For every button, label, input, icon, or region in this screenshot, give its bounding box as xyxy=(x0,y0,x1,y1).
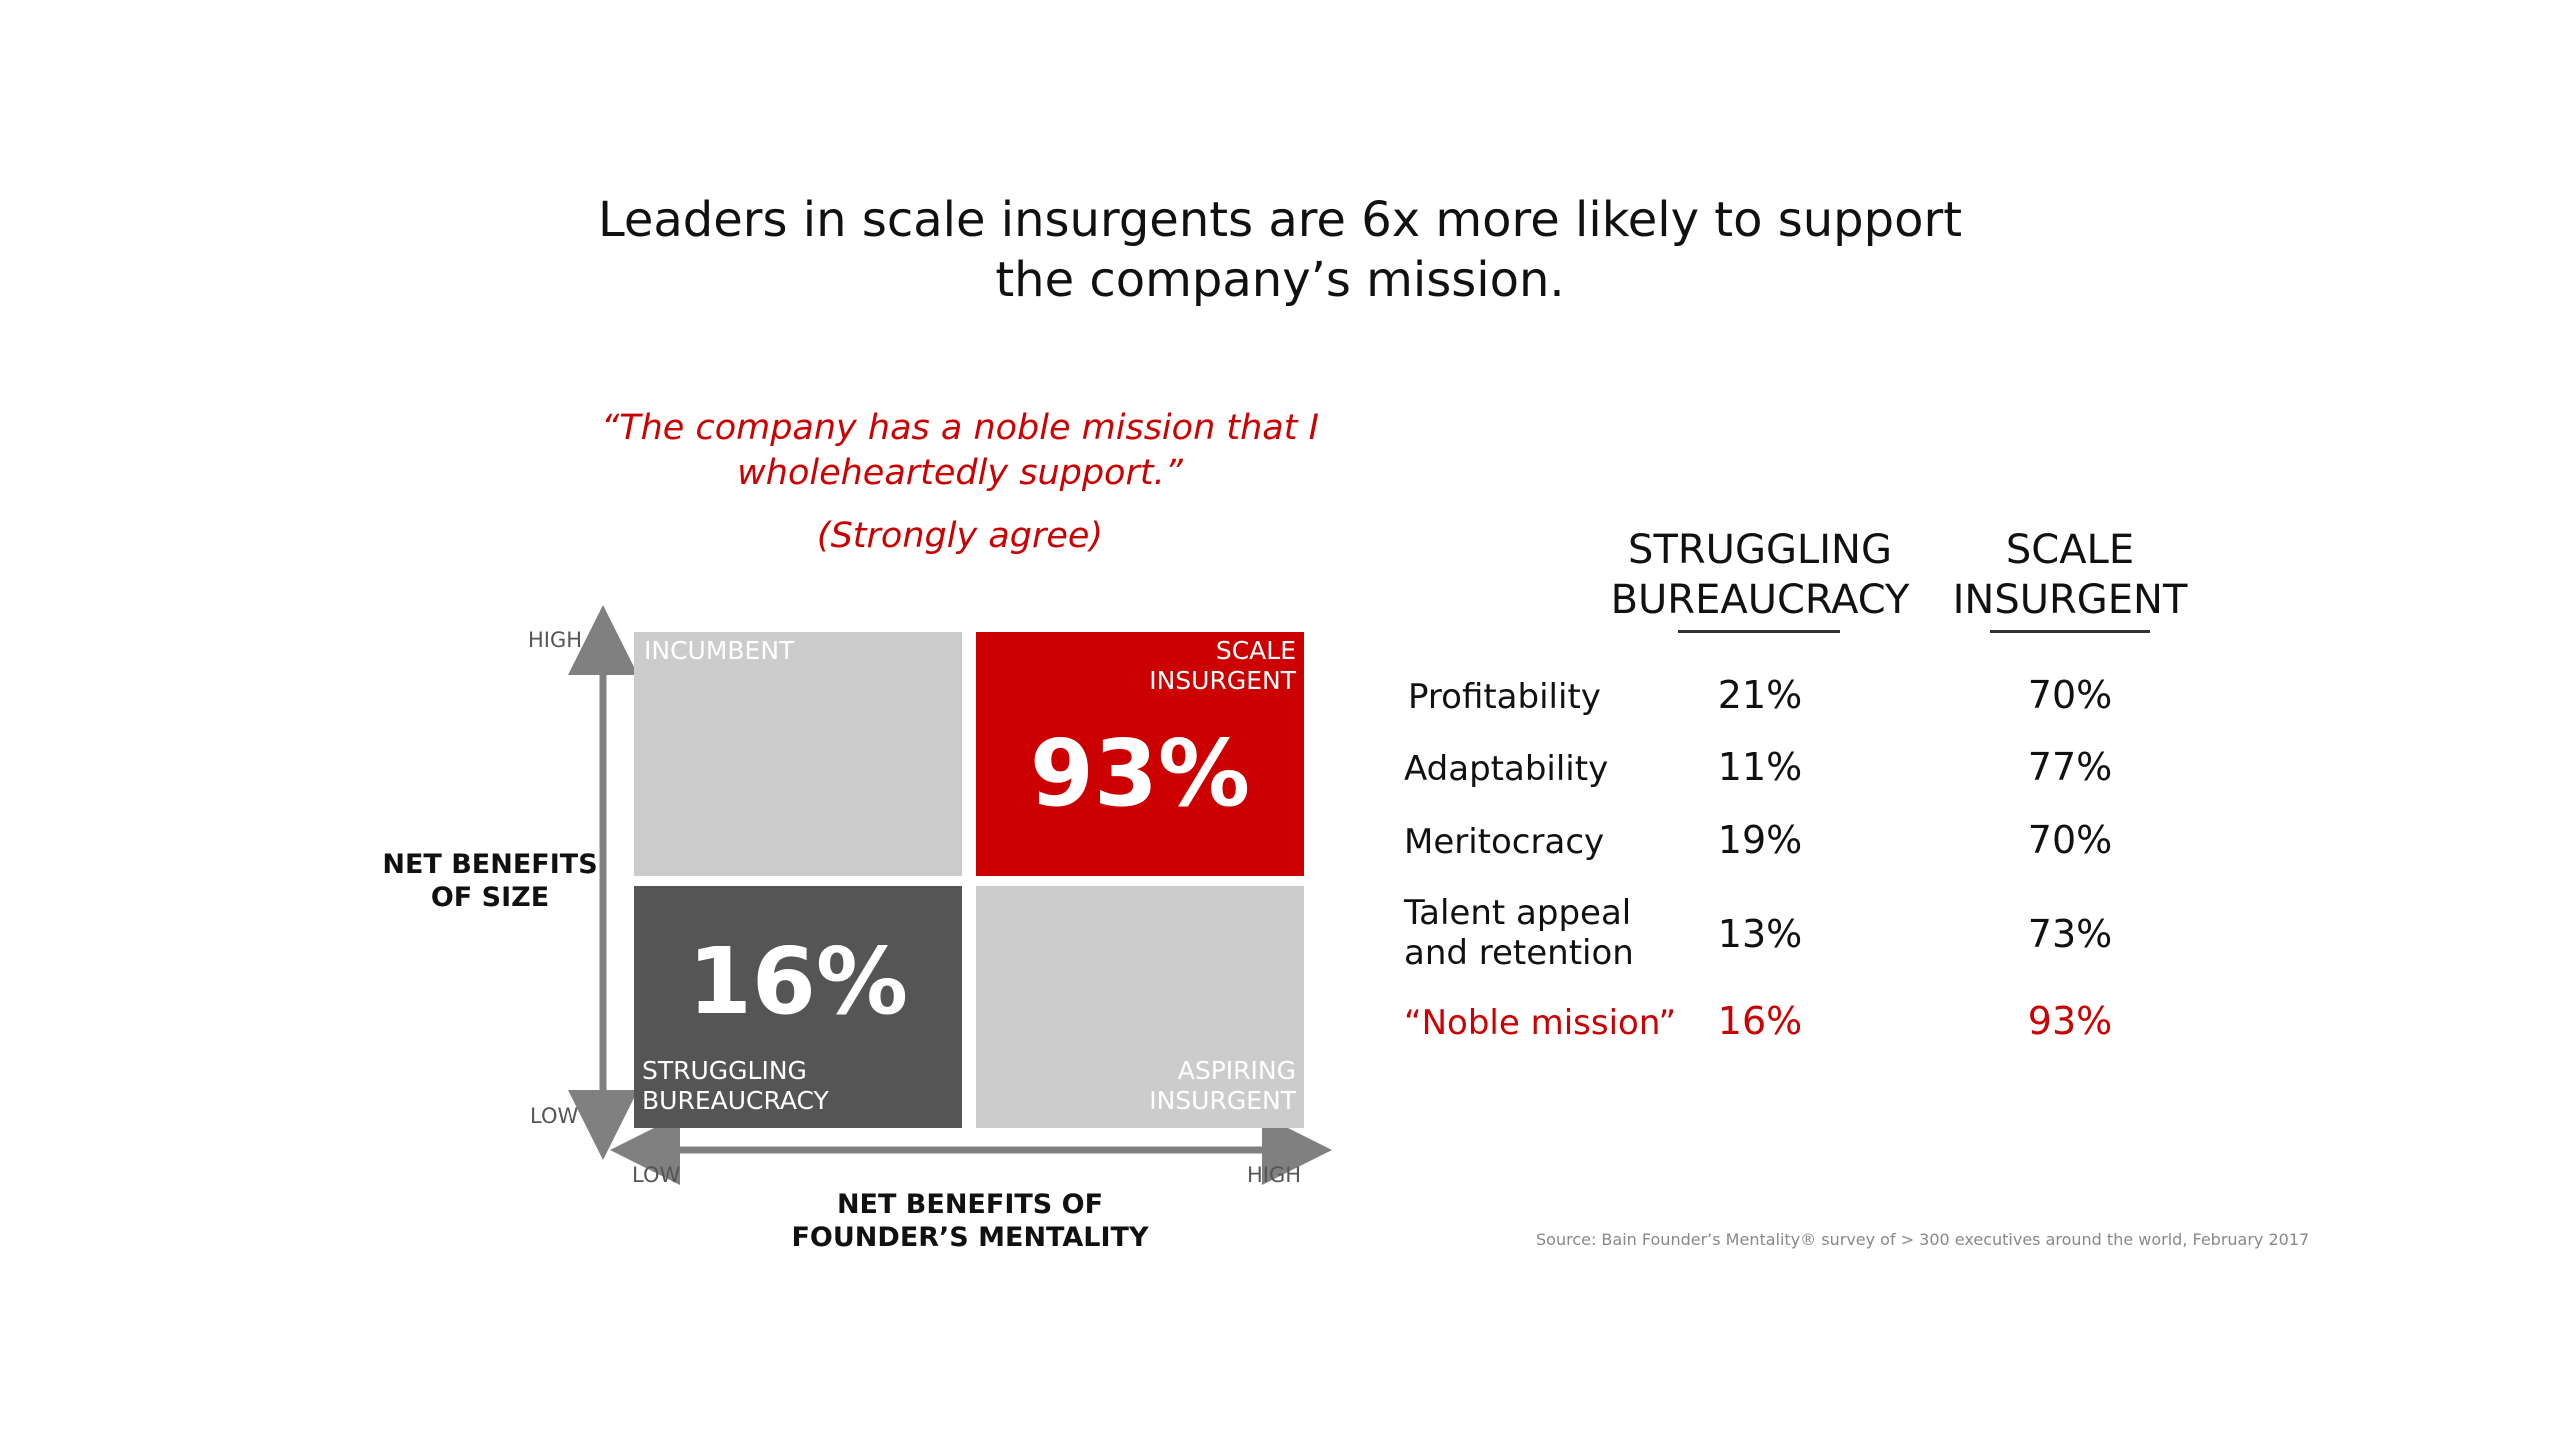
quadrant-scale-insurgent-label: SCALE INSURGENT xyxy=(1149,636,1296,696)
quadrant-scale-insurgent-label-line-1: SCALE xyxy=(1215,636,1296,665)
quadrant-incumbent-label: INCUMBENT xyxy=(644,636,795,665)
quadrant-aspiring-insurgent-label-line-1: ASPIRING xyxy=(1177,1056,1296,1085)
row-label-noble-mission: “Noble mission” xyxy=(1404,1003,1677,1043)
y-axis-title-line-2: OF SIZE xyxy=(430,882,550,913)
column-header-scale-line-2: INSURGENT xyxy=(1952,577,2188,623)
row-label-talent-line-1: Talent appeal xyxy=(1404,893,1632,933)
quadrant-struggling-bureaucracy-label-line-2: BUREAUCRACY xyxy=(642,1086,829,1115)
y-axis-title: NET BENEFITS OF SIZE xyxy=(360,848,620,914)
column-header-struggling-line-2: BUREAUCRACY xyxy=(1610,577,1910,623)
column-rule-scale xyxy=(1990,630,2150,633)
cell-meritocracy-scale: 70% xyxy=(2027,818,2113,862)
y-axis-high: HIGH xyxy=(528,628,583,652)
column-header-struggling-bureaucracy: STRUGGLING BUREAUCRACY xyxy=(1590,525,1930,625)
title-line-2: the company’s mission. xyxy=(995,252,1565,308)
row-label-talent: Talent appeal and retention xyxy=(1404,893,1634,973)
quadrant-struggling-bureaucracy-label-line-1: STRUGGLING xyxy=(642,1056,807,1085)
quadrant-scale-insurgent-label-line-2: INSURGENT xyxy=(1149,666,1296,695)
x-axis-title-line-1: NET BENEFITS OF xyxy=(836,1189,1104,1220)
cell-talent-scale: 73% xyxy=(2027,912,2113,956)
row-label-talent-line-2: and retention xyxy=(1404,933,1634,973)
cell-adaptability-scale: 77% xyxy=(2027,745,2113,789)
quote-subtitle: (Strongly agree) xyxy=(816,516,1104,556)
quote-line-1: “The company has a noble mission that I xyxy=(601,408,1319,448)
cell-talent-struggling: 13% xyxy=(1717,912,1803,956)
cell-meritocracy-struggling: 19% xyxy=(1717,818,1803,862)
quadrant-scale-insurgent: SCALE INSURGENT 93% xyxy=(976,632,1304,876)
row-label-meritocracy: Meritocracy xyxy=(1404,822,1605,862)
title-line-1: Leaders in scale insurgents are 6x more … xyxy=(597,192,1963,248)
x-axis-low: LOW xyxy=(632,1163,681,1187)
column-header-scale-line-1: SCALE xyxy=(2005,527,2135,573)
quadrant-aspiring-insurgent: ASPIRING INSURGENT xyxy=(976,886,1304,1128)
x-axis-high: HIGH xyxy=(1247,1163,1302,1187)
quadrant-struggling-bureaucracy-value: 16% xyxy=(687,928,909,1035)
cell-profitability-scale: 70% xyxy=(2027,673,2113,717)
slide-title: Leaders in scale insurgents are 6x more … xyxy=(0,190,2560,310)
x-axis-title: NET BENEFITS OF FOUNDER’S MENTALITY xyxy=(740,1188,1200,1254)
quadrant-struggling-bureaucracy: 16% STRUGGLING BUREAUCRACY xyxy=(634,886,962,1128)
source-note: Source: Bain Founder’s Mentality® survey… xyxy=(1536,1230,2310,1249)
column-header-scale-insurgent: SCALE INSURGENT xyxy=(1920,525,2220,625)
row-label-profitability: Profitability xyxy=(1408,677,1601,717)
quadrant-aspiring-insurgent-label-line-2: INSURGENT xyxy=(1149,1086,1296,1115)
column-header-struggling-line-1: STRUGGLING xyxy=(1628,527,1892,573)
cell-noble-mission-scale: 93% xyxy=(2027,999,2113,1043)
y-axis-title-line-1: NET BENEFITS xyxy=(382,849,598,880)
x-axis-title-line-2: FOUNDER’S MENTALITY xyxy=(791,1222,1149,1253)
quadrant-struggling-bureaucracy-label: STRUGGLING BUREAUCRACY xyxy=(642,1056,829,1116)
cell-profitability-struggling: 21% xyxy=(1717,673,1803,717)
quadrant-scale-insurgent-value: 93% xyxy=(1029,720,1251,827)
quadrant-aspiring-insurgent-label: ASPIRING INSURGENT xyxy=(1149,1056,1296,1116)
cell-noble-mission-struggling: 16% xyxy=(1717,999,1803,1043)
quadrant-incumbent: INCUMBENT xyxy=(634,632,962,876)
cell-adaptability-struggling: 11% xyxy=(1717,745,1803,789)
column-rule-struggling xyxy=(1678,630,1840,633)
row-label-adaptability: Adaptability xyxy=(1404,749,1609,789)
quote-line-2: wholeheartedly support.” xyxy=(737,453,1183,493)
y-axis-low: LOW xyxy=(530,1104,579,1128)
